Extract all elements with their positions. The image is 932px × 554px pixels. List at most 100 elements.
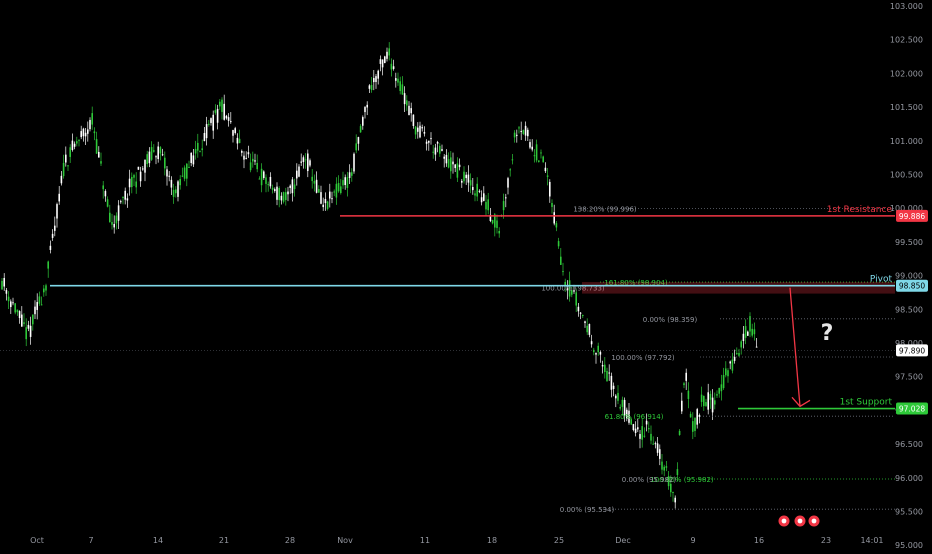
candle-body — [133, 175, 135, 178]
candle-body — [560, 256, 562, 265]
candle-body — [421, 127, 423, 129]
candle-body — [454, 164, 456, 169]
candle-body — [524, 125, 527, 136]
candle-body — [183, 167, 186, 179]
candle-body — [230, 121, 232, 123]
candle-body — [480, 197, 483, 203]
candle-body — [742, 333, 745, 342]
candle-body — [357, 137, 360, 144]
candle-body — [315, 179, 318, 193]
candle-body — [148, 151, 151, 164]
candle-body — [678, 430, 681, 435]
fib-level-label: 0.00% (95.534) — [560, 506, 615, 514]
candle-body — [225, 115, 228, 119]
fib-level-label: 100.00% (98.733) — [541, 285, 605, 293]
candle-body — [738, 352, 740, 356]
candle-body — [210, 118, 212, 123]
candle-body — [199, 150, 201, 152]
candle-body — [337, 183, 340, 192]
candle-body — [659, 449, 661, 459]
candle-body — [216, 108, 219, 123]
candle-body — [423, 132, 426, 134]
candle-body — [265, 177, 267, 184]
candle-body — [736, 353, 738, 355]
candle-body — [267, 184, 269, 186]
candle-body — [322, 204, 324, 208]
candle-body — [463, 171, 465, 182]
candle-body — [368, 85, 371, 89]
candle-body — [535, 144, 538, 161]
candle-body — [417, 127, 419, 132]
candle-body — [65, 154, 67, 163]
candle-body — [232, 130, 234, 136]
x-tick-label: Dec — [615, 536, 630, 545]
candle-body — [683, 383, 685, 386]
x-tick-label: 11 — [420, 536, 430, 545]
1st-support-price-tag — [896, 402, 928, 415]
candle-body — [56, 204, 58, 219]
y-tick-label: 99.500 — [895, 238, 923, 247]
candle-body — [652, 443, 654, 445]
candle-body — [615, 395, 617, 399]
candle-body — [298, 166, 300, 177]
candle-body — [115, 215, 118, 224]
candle-body — [753, 329, 756, 335]
candle-body — [722, 375, 725, 389]
pivot-price-text: 98.850 — [899, 282, 925, 291]
candle-body — [340, 186, 342, 194]
candle-body — [663, 466, 665, 471]
y-tick-label: 100.000 — [890, 204, 923, 213]
candle-body — [126, 198, 129, 201]
candle-body — [447, 159, 450, 168]
candle-body — [381, 59, 384, 68]
1st-resistance-price-text: 99.886 — [899, 212, 925, 221]
candle-body — [700, 394, 703, 402]
candle-body — [47, 261, 49, 269]
y-tick-label: 102.500 — [890, 36, 923, 45]
candle-body — [128, 178, 131, 188]
candle-body — [456, 163, 459, 178]
candle-body — [100, 161, 102, 164]
candle-body — [461, 180, 463, 183]
candle-body — [744, 326, 747, 338]
candle-body — [645, 420, 648, 425]
candle-body — [522, 130, 525, 135]
y-tick-label: 98.000 — [895, 339, 923, 348]
candle-body — [494, 214, 496, 228]
candle-body — [289, 185, 291, 188]
candle-body — [654, 443, 657, 445]
x-tick-label: 25 — [554, 536, 564, 545]
candle-body — [67, 165, 69, 167]
y-tick-label: 102.000 — [890, 69, 923, 78]
candle-body — [518, 127, 520, 129]
candle-body — [727, 370, 729, 377]
candle-body — [544, 167, 547, 172]
candle-body — [84, 132, 87, 137]
candle-body — [21, 314, 23, 327]
candle-body — [300, 161, 302, 163]
1st-support-price-text: 97.028 — [899, 405, 925, 414]
candle-body — [353, 153, 355, 172]
candle-body — [469, 180, 472, 186]
candle-body — [375, 76, 377, 82]
candle-body — [498, 230, 500, 234]
candle-body — [106, 199, 109, 207]
candle-body — [179, 179, 181, 186]
candle-body — [632, 424, 635, 431]
candle-body — [36, 302, 38, 310]
candle-body — [192, 155, 195, 165]
candle-body — [619, 407, 621, 409]
y-tick-label: 101.500 — [890, 103, 923, 112]
candle-body — [73, 143, 76, 147]
candle-body — [557, 241, 560, 247]
candle-body — [487, 199, 489, 211]
candle-body — [139, 171, 142, 182]
candle-body — [434, 147, 437, 155]
candle-body — [588, 324, 591, 335]
candle-body — [254, 160, 256, 162]
y-tick-label: 101.000 — [890, 137, 923, 146]
x-tick-label: 18 — [487, 536, 497, 545]
candle-body — [665, 466, 668, 468]
candle-body — [302, 157, 305, 163]
